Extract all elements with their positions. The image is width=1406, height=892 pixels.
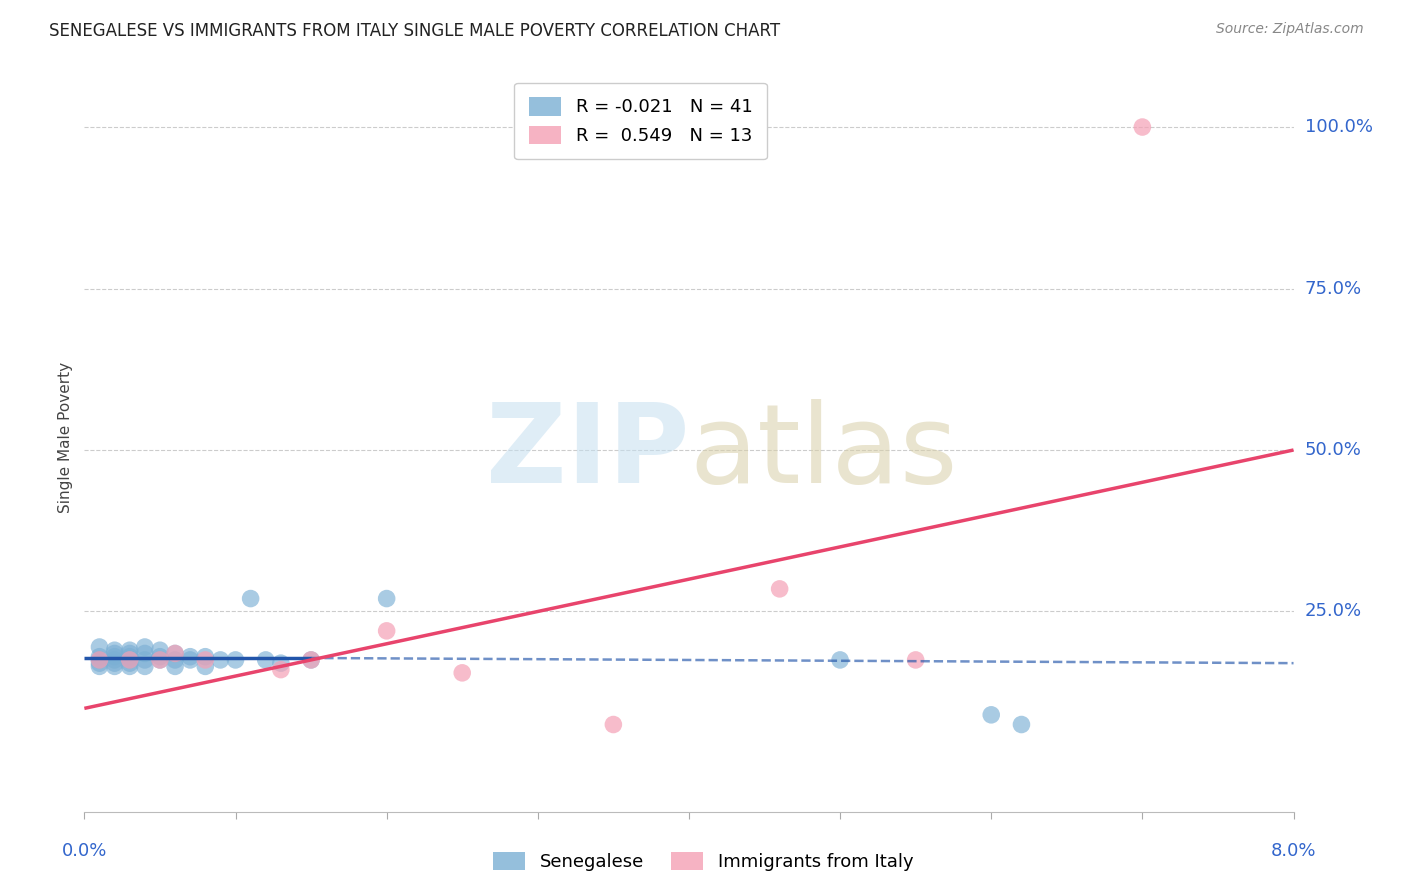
Text: Source: ZipAtlas.com: Source: ZipAtlas.com xyxy=(1216,22,1364,37)
Text: 8.0%: 8.0% xyxy=(1271,842,1316,860)
Point xyxy=(165,659,187,673)
Point xyxy=(118,647,141,661)
Point xyxy=(165,647,187,661)
Point xyxy=(118,653,141,667)
Point xyxy=(89,640,111,654)
Point xyxy=(104,649,127,664)
Point xyxy=(209,653,232,667)
Point xyxy=(451,665,474,680)
Point xyxy=(118,643,141,657)
Point xyxy=(118,649,141,664)
Point xyxy=(134,653,156,667)
Point xyxy=(89,656,111,670)
Point xyxy=(375,624,398,638)
Point xyxy=(602,717,624,731)
Point xyxy=(89,649,111,664)
Point xyxy=(89,659,111,673)
Point xyxy=(179,653,201,667)
Point xyxy=(299,653,322,667)
Point xyxy=(165,647,187,661)
Point xyxy=(149,643,172,657)
Point xyxy=(165,653,187,667)
Point xyxy=(1132,120,1154,134)
Point xyxy=(149,653,172,667)
Point xyxy=(149,649,172,664)
Text: SENEGALESE VS IMMIGRANTS FROM ITALY SINGLE MALE POVERTY CORRELATION CHART: SENEGALESE VS IMMIGRANTS FROM ITALY SING… xyxy=(49,22,780,40)
Point xyxy=(104,653,127,667)
Text: 75.0%: 75.0% xyxy=(1305,279,1362,298)
Point xyxy=(980,707,1002,722)
Point xyxy=(904,653,927,667)
Point xyxy=(299,653,322,667)
Point xyxy=(270,663,292,677)
Point xyxy=(239,591,262,606)
Point xyxy=(104,643,127,657)
Point xyxy=(194,653,217,667)
Point xyxy=(118,656,141,670)
Point xyxy=(104,647,127,661)
Point xyxy=(225,653,247,667)
Point xyxy=(118,659,141,673)
Point xyxy=(134,640,156,654)
Point xyxy=(104,659,127,673)
Legend: R = -0.021   N = 41, R =  0.549   N = 13: R = -0.021 N = 41, R = 0.549 N = 13 xyxy=(515,83,766,160)
Point xyxy=(194,649,217,664)
Y-axis label: Single Male Poverty: Single Male Poverty xyxy=(58,361,73,513)
Point xyxy=(104,656,127,670)
Point xyxy=(89,653,111,667)
Point xyxy=(194,659,217,673)
Text: 50.0%: 50.0% xyxy=(1305,441,1361,459)
Legend: Senegalese, Immigrants from Italy: Senegalese, Immigrants from Italy xyxy=(485,845,921,879)
Point xyxy=(1011,717,1033,731)
Text: 25.0%: 25.0% xyxy=(1305,602,1362,621)
Text: ZIP: ZIP xyxy=(485,399,689,506)
Point xyxy=(118,653,141,667)
Point xyxy=(830,653,852,667)
Point xyxy=(149,653,172,667)
Text: 0.0%: 0.0% xyxy=(62,842,107,860)
Point xyxy=(254,653,277,667)
Point xyxy=(134,647,156,661)
Point xyxy=(375,591,398,606)
Point xyxy=(769,582,792,596)
Text: atlas: atlas xyxy=(689,399,957,506)
Text: 100.0%: 100.0% xyxy=(1305,118,1372,136)
Point xyxy=(179,649,201,664)
Point xyxy=(134,659,156,673)
Point xyxy=(89,653,111,667)
Point xyxy=(270,656,292,670)
